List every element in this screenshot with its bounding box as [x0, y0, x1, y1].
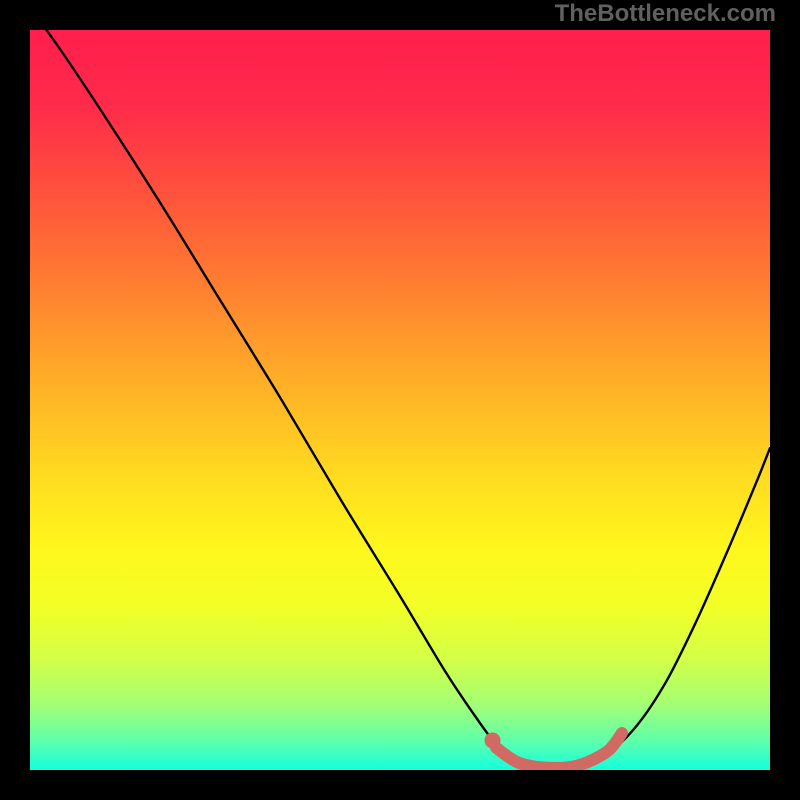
- chart-overlay-svg: [0, 0, 800, 800]
- bottleneck-curve: [30, 8, 770, 768]
- highlight-start-dot: [485, 732, 501, 748]
- highlight-segment: [496, 733, 622, 768]
- watermark-text: TheBottleneck.com: [0, 0, 776, 28]
- chart-stage: TheBottleneck.com: [0, 0, 800, 800]
